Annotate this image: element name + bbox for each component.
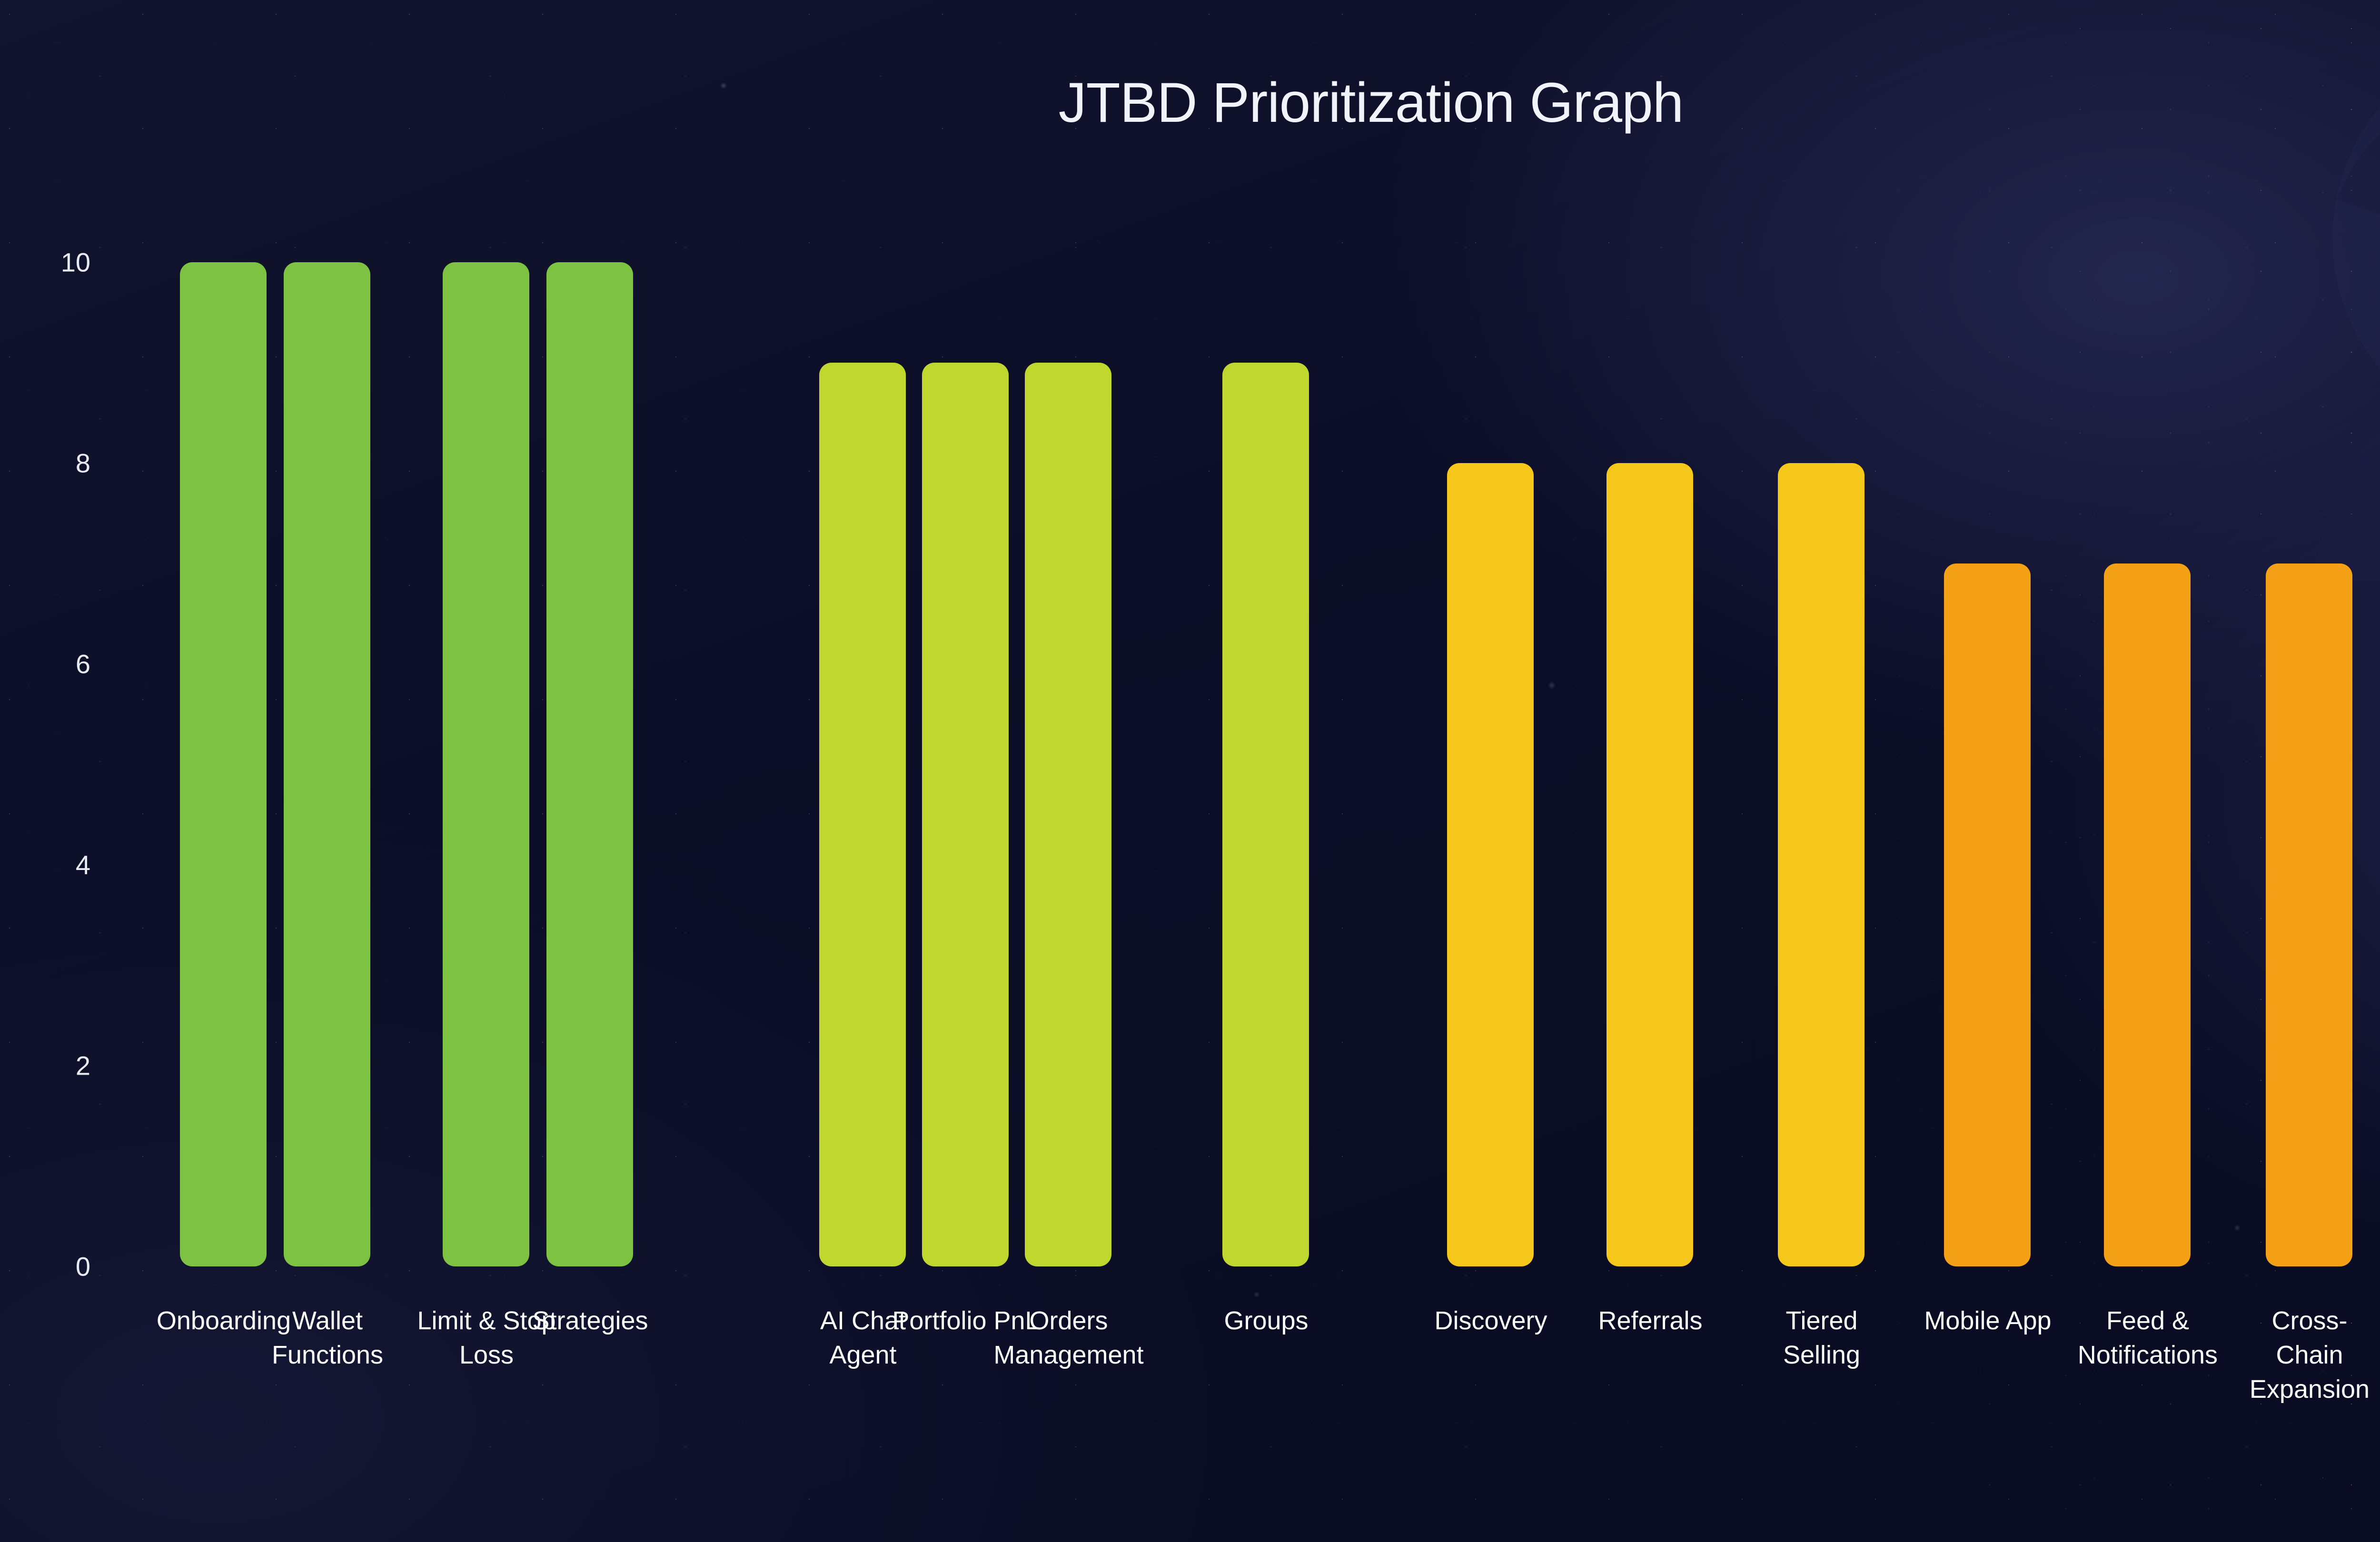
bar-discovery[interactable] <box>1447 463 1534 1266</box>
x-axis-label: AI Coach <box>2370 1304 2380 1338</box>
bar-tiered-selling[interactable] <box>1778 463 1864 1266</box>
bar-wallet-functions[interactable] <box>284 262 370 1266</box>
y-axis-tick-label: 4 <box>75 850 90 880</box>
bar-portfolio-pnl[interactable] <box>922 363 1009 1266</box>
x-axis-label: Referrals <box>1598 1306 1703 1335</box>
bar-ai-chat-agent[interactable] <box>819 363 906 1266</box>
bar-limit-stop-loss[interactable] <box>443 262 529 1266</box>
x-axis-label: Portfolio PnL <box>892 1306 1040 1335</box>
x-axis-label: Groups <box>1224 1306 1309 1335</box>
x-axis-label: Wallet Functions <box>271 1306 384 1369</box>
x-axis-label: Limit & Stop Loss <box>417 1306 556 1369</box>
y-axis-tick-label: 8 <box>75 448 90 478</box>
bar-strategies[interactable] <box>546 262 633 1266</box>
x-axis-label: AI Chat Agent <box>820 1306 906 1369</box>
x-axis-label: Strategies <box>532 1306 648 1335</box>
x-axis-label: Cross- Chain Expansion <box>2249 1306 2370 1404</box>
x-axis-label: Discovery <box>1434 1306 1547 1335</box>
x-axis-label: Feed & Notifications <box>2077 1306 2218 1369</box>
bar-mobile-app[interactable] <box>1944 563 2031 1266</box>
bar-onboarding[interactable] <box>180 262 267 1266</box>
bar-groups[interactable] <box>1222 363 1309 1266</box>
y-axis-tick-label: 6 <box>75 649 90 679</box>
x-axis-label: Tiered Selling <box>1783 1306 1861 1369</box>
bar-referrals[interactable] <box>1606 463 1693 1266</box>
bar-orders-management[interactable] <box>1025 363 1111 1266</box>
bar-cross-chain-expansion[interactable] <box>2266 563 2352 1266</box>
x-axis-label: Orders Management <box>993 1306 1144 1369</box>
y-axis-tick-label: 10 <box>60 247 90 277</box>
chart-title: JTBD Prioritization Graph <box>1058 71 1684 134</box>
x-axis-label: Onboarding <box>156 1306 291 1335</box>
x-axis-label: Mobile App <box>1924 1306 2052 1335</box>
bar-feed-notifications[interactable] <box>2104 563 2191 1266</box>
y-axis-tick-label: 2 <box>75 1050 90 1081</box>
y-axis-tick-label: 0 <box>75 1251 90 1282</box>
